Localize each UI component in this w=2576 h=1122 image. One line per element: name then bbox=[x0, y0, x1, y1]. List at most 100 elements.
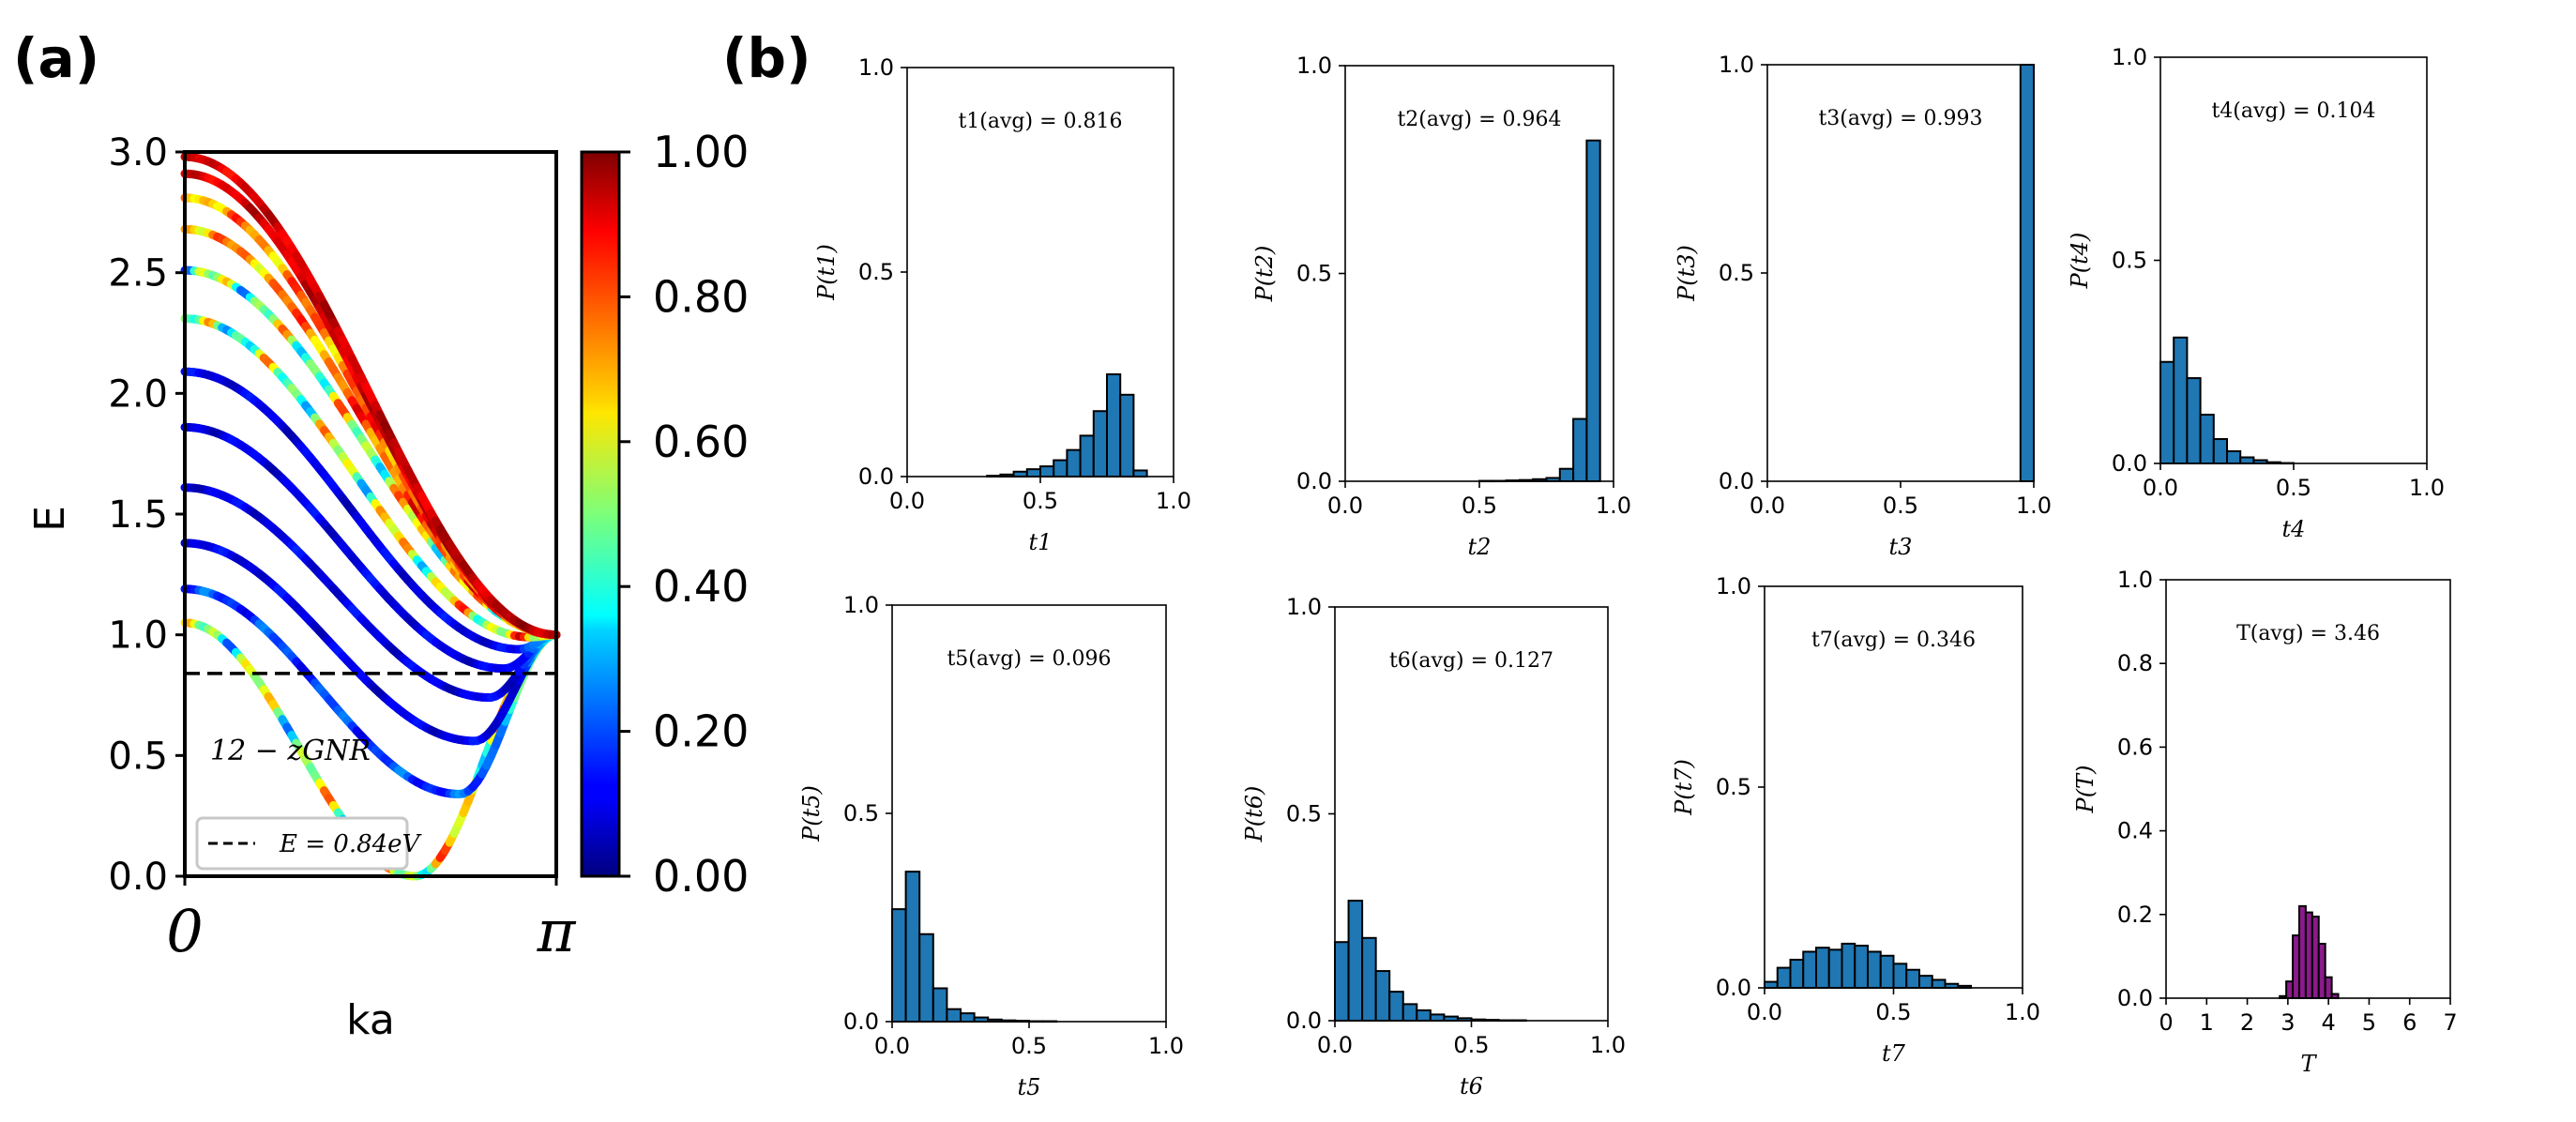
histogram-bar bbox=[2317, 943, 2326, 1000]
histogram-bar bbox=[1132, 469, 1148, 478]
histogram-y-axis-label: P(T) bbox=[2072, 766, 2099, 814]
histogram-x-tick-label: 0.0 bbox=[1750, 493, 1785, 519]
histogram-x-tick-label: 0.0 bbox=[1327, 493, 1363, 519]
histogram-y-tick-label: 0.5 bbox=[2112, 248, 2147, 274]
histogram-y-axis-label: P(t7) bbox=[1671, 759, 1697, 816]
histogram-bar bbox=[1079, 434, 1095, 478]
histogram-bar bbox=[1815, 947, 1830, 990]
histogram-t4: 0.0 0.5 1.0 0.0 0.5 1.0 t4(avg) = 0.104 t4 P(t4) bbox=[2067, 44, 2445, 542]
histogram-bar bbox=[1025, 468, 1042, 478]
histogram-bar bbox=[2199, 414, 2215, 465]
histogram-y-tick-label: 0.5 bbox=[1286, 801, 1322, 827]
histogram-t6: 0.0 0.5 1.0 0.0 0.5 1.0 t6(avg) = 0.127 t6 P(t6) bbox=[1241, 594, 1626, 1099]
histogram-average-label: t2(avg) = 0.964 bbox=[1397, 108, 1561, 131]
histogram-frame bbox=[2165, 579, 2451, 999]
histogram-t7: 0.0 0.5 1.0 0.0 0.5 1.0 t7(avg) = 0.346 t7 P(t7) bbox=[1671, 573, 2040, 1067]
histogram-y-tick-label: 1.0 bbox=[843, 592, 879, 618]
histogram-x-tick-label: 0.0 bbox=[874, 1033, 910, 1059]
colorbar-ticks: 0.00 0.20 0.40 0.60 0.80 1.00 bbox=[619, 127, 749, 902]
histogram-y-tick-label: 1.0 bbox=[1296, 53, 1332, 79]
histogram-x-tick-label: 1.0 bbox=[2005, 999, 2040, 1025]
histogram-bar bbox=[1879, 954, 1895, 990]
band-y-tick-label: 1.0 bbox=[108, 614, 168, 658]
band-line-3 bbox=[180, 538, 561, 746]
histogram-x-tick-label: 1.0 bbox=[1156, 488, 1191, 514]
histogram-y-tick-label: 0.0 bbox=[1296, 468, 1332, 494]
legend-box bbox=[195, 816, 409, 871]
histogram-bar bbox=[932, 987, 948, 1023]
histogram-y-tick-label: 0.4 bbox=[2117, 818, 2153, 844]
histogram-bar bbox=[918, 932, 934, 1023]
histogram-bar bbox=[1585, 139, 1601, 483]
histogram-x-axis-label: t7 bbox=[1882, 1040, 1906, 1067]
histogram-bar bbox=[1066, 448, 1082, 478]
band-lines bbox=[180, 152, 561, 881]
histogram-x-tick-label: 0.0 bbox=[889, 488, 925, 514]
histogram-x-tick-label: 0 bbox=[2159, 1009, 2173, 1036]
histogram-bar bbox=[1892, 963, 1908, 989]
histogram-bar bbox=[2212, 438, 2229, 464]
histogram-y-axis-label: P(t2) bbox=[1251, 246, 1278, 303]
histogram-x-tick-label: 0.5 bbox=[1462, 493, 1497, 519]
histogram-x-tick-label: 1.0 bbox=[2016, 493, 2052, 519]
histogram-x-axis-label: t1 bbox=[1029, 529, 1053, 555]
histogram-x-tick-label: 0.5 bbox=[1023, 488, 1058, 514]
histogram-bar bbox=[960, 1012, 976, 1023]
histogram-bar bbox=[2159, 360, 2175, 464]
histogram-bar bbox=[1119, 393, 1135, 478]
histogram-bar bbox=[1931, 978, 1947, 989]
histogram-y-axis-label: P(t6) bbox=[1241, 786, 1267, 843]
histogram-x-tick-label: 2 bbox=[2240, 1009, 2254, 1036]
histogram-x-tick-label: 1.0 bbox=[2409, 475, 2445, 501]
histogram-bar bbox=[1572, 417, 1588, 482]
colorbar-tick-label: 0.60 bbox=[653, 417, 749, 467]
band-y-ticks: 0.0 0.5 1.0 1.5 2.0 2.5 3.0 bbox=[108, 131, 185, 899]
histogram-bar bbox=[2019, 64, 2036, 482]
histogram-bar bbox=[1334, 941, 1350, 1023]
histogram-bar bbox=[2324, 976, 2333, 999]
histogram-y-tick-label: 0.6 bbox=[2117, 734, 2153, 760]
histogram-y-tick-label: 1.0 bbox=[2117, 567, 2153, 593]
histogram-bar bbox=[1764, 980, 1779, 989]
histogram-bar bbox=[904, 871, 921, 1023]
band-line-4 bbox=[180, 483, 561, 703]
histogram-y-tick-label: 0.0 bbox=[2117, 985, 2153, 1011]
histogram-x-tick-label: 1.0 bbox=[1596, 493, 1631, 519]
colorbar-gradient bbox=[580, 150, 621, 878]
histogram-bar bbox=[1827, 948, 1843, 990]
histogram-average-label: t1(avg) = 0.816 bbox=[958, 110, 1122, 133]
histogram-x-axis-label: t6 bbox=[1460, 1073, 1483, 1099]
histogram-x-tick-label: 1.0 bbox=[1590, 1032, 1626, 1058]
histogram-x-tick-label: 1 bbox=[2200, 1009, 2214, 1036]
histogram-bar bbox=[2285, 980, 2295, 1000]
histogram-y-tick-label: 0.5 bbox=[1296, 261, 1332, 287]
histogram-y-axis-label: P(t3) bbox=[1674, 245, 1700, 302]
panel-label-b: (b) bbox=[722, 26, 811, 90]
histogram-bar bbox=[1789, 959, 1805, 989]
histogram-bar bbox=[2292, 934, 2300, 999]
histogram-x-axis-label: t4 bbox=[2282, 516, 2306, 542]
histogram-y-tick-label: 0.0 bbox=[1286, 1008, 1322, 1034]
histogram-grid: 0.0 0.5 1.0 0.0 0.5 1.0 t1(avg) = 0.816 t1 P(t1)… bbox=[798, 44, 2458, 1100]
band-y-tick-label: 0.0 bbox=[108, 856, 168, 899]
band-line-12 bbox=[180, 152, 561, 640]
band-y-tick-label: 2.5 bbox=[108, 252, 168, 296]
band-legend: E = 0.84eV bbox=[195, 816, 422, 871]
histogram-x-tick-label: 3 bbox=[2281, 1009, 2295, 1036]
histogram-y-tick-label: 0.5 bbox=[1716, 774, 1751, 800]
histogram-average-label: t6(avg) = 0.127 bbox=[1389, 649, 1553, 673]
histogram-x-tick-label: 0.5 bbox=[1453, 1032, 1489, 1058]
histogram-average-label: t5(avg) = 0.096 bbox=[947, 647, 1111, 671]
histogram-y-axis-label: P(t1) bbox=[813, 244, 840, 301]
histogram-bar bbox=[1429, 1013, 1446, 1023]
histogram-bar bbox=[1854, 945, 1869, 989]
band-line-7 bbox=[180, 314, 561, 642]
histogram-bar bbox=[1374, 970, 1391, 1022]
histogram-bar bbox=[2173, 336, 2189, 464]
histogram-average-label: t7(avg) = 0.346 bbox=[1811, 629, 1976, 652]
histogram-y-tick-label: 1.0 bbox=[1719, 52, 1754, 78]
histogram-x-tick-label: 4 bbox=[2322, 1009, 2336, 1036]
histogram-bar bbox=[1841, 942, 1856, 989]
histogram-y-tick-label: 0.0 bbox=[2112, 450, 2147, 477]
